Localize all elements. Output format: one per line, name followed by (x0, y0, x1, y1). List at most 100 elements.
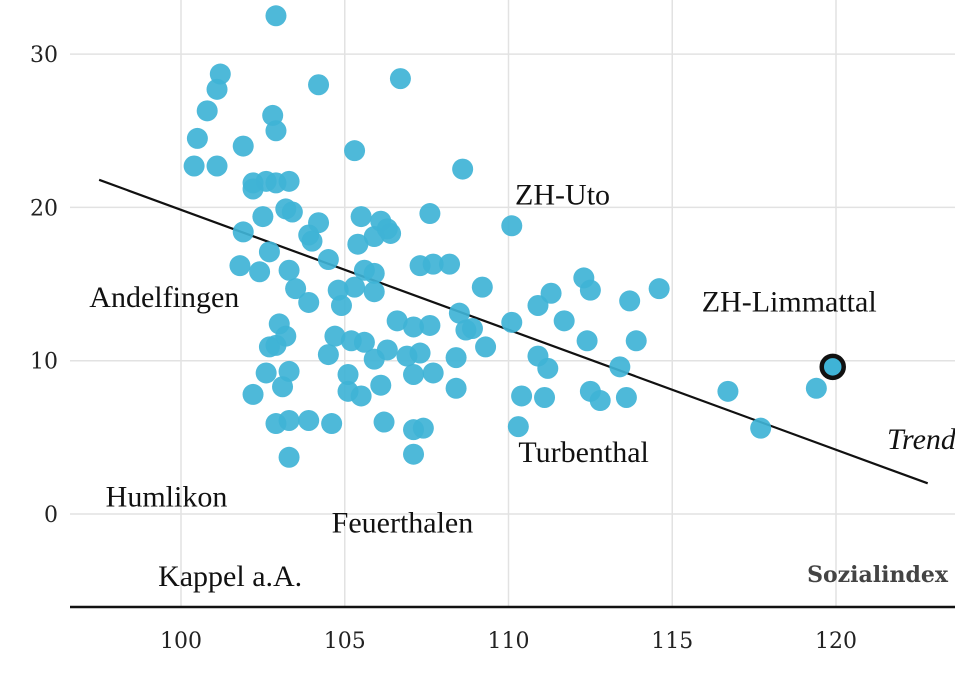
data-point-31 (419, 203, 441, 225)
data-point-83 (255, 362, 277, 384)
data-point-59 (540, 282, 562, 304)
x-tick-label-115: 115 (651, 629, 693, 654)
data-point-50 (386, 310, 408, 332)
data-point-36 (229, 255, 251, 277)
data-point-11 (183, 155, 205, 177)
data-point-92 (350, 385, 372, 407)
data-point-90 (242, 383, 264, 405)
data-point-23 (350, 206, 372, 228)
data-point-26 (380, 222, 402, 244)
data-point-64 (648, 278, 670, 300)
data-point-104 (278, 409, 300, 431)
data-point-38 (278, 259, 300, 281)
annotations: ZH-Uto Andelfingen ZH-Limmattal Turbenthal H… (89, 178, 876, 593)
data-point-98 (615, 386, 637, 408)
data-point-18 (278, 170, 300, 192)
annotation-feuerthalen: Feuerthalen (332, 506, 474, 539)
data-point-107 (373, 411, 395, 433)
data-point-13 (452, 158, 474, 180)
x-tick-label-105: 105 (324, 629, 366, 654)
data-point-2 (389, 68, 411, 90)
data-point-48 (298, 291, 320, 313)
data-point-20 (281, 201, 303, 223)
data-point-52 (419, 314, 441, 336)
data-point-10 (344, 140, 366, 162)
data-point-33 (232, 221, 254, 243)
annotation-humlikon: Humlikon (106, 480, 228, 513)
annotation-andelfingen: Andelfingen (89, 281, 239, 314)
data-point-29 (301, 230, 323, 252)
data-point-95 (534, 386, 556, 408)
data-point-56 (461, 318, 483, 340)
data-point-32 (501, 215, 523, 237)
highlight-group (819, 353, 846, 381)
data-point-85 (272, 376, 294, 398)
x-tick-label-120: 120 (815, 629, 857, 654)
y-tick-label-20: 20 (30, 196, 58, 221)
data-point-58 (527, 295, 549, 317)
data-point-65 (625, 330, 647, 352)
data-point-78 (475, 336, 497, 358)
data-point-89 (445, 377, 467, 399)
data-point-105 (298, 409, 320, 431)
tick-labels: 100 105 110 115 120 0 10 20 30 (30, 43, 857, 654)
data-point-106 (321, 413, 343, 435)
data-point-110 (403, 443, 425, 465)
trend-label: Trend (887, 423, 955, 456)
data-point-60 (553, 310, 575, 332)
data-point-0 (265, 5, 287, 27)
data-point-35 (317, 249, 339, 271)
highlight-point-zh-limmattal (819, 353, 846, 381)
data-point-63 (619, 290, 641, 312)
data-point-46 (344, 276, 366, 298)
data-point-112 (507, 416, 529, 438)
data-point-42 (422, 253, 444, 275)
data-point-100 (717, 380, 739, 402)
data-point-86 (337, 363, 359, 385)
y-tick-label-30: 30 (30, 43, 58, 68)
data-point-101 (805, 377, 827, 399)
data-point-21 (252, 206, 274, 228)
data-point-109 (412, 417, 434, 439)
data-point-66 (576, 330, 598, 352)
data-point-7 (265, 120, 287, 142)
data-point-77 (445, 347, 467, 369)
data-point-3 (308, 74, 330, 96)
data-point-93 (370, 374, 392, 396)
data-point-37 (249, 261, 271, 283)
data-point-76 (409, 342, 431, 364)
data-point-44 (285, 278, 307, 300)
data-point-102 (750, 417, 772, 439)
data-point-62 (579, 279, 601, 301)
data-point-27 (363, 226, 385, 248)
x-tick-label-100: 100 (160, 629, 202, 654)
data-point-40 (363, 262, 385, 284)
data-point-30 (347, 233, 369, 255)
data-point-70 (258, 336, 280, 358)
x-tick-label-110: 110 (488, 629, 530, 654)
data-point-47 (363, 281, 385, 303)
data-point-99 (609, 356, 631, 378)
data-point-55 (471, 276, 493, 298)
data-point-79 (317, 344, 339, 366)
data-point-82 (537, 357, 559, 379)
annotation-turbenthal: Turbenthal (518, 436, 649, 469)
annotation-kappel-a-a-: Kappel a.A. (158, 560, 302, 593)
data-point-88 (422, 362, 444, 384)
data-point-12 (206, 155, 228, 177)
data-point-43 (439, 253, 461, 275)
data-point-5 (196, 100, 218, 122)
data-point-97 (589, 390, 611, 412)
x-axis-label: Sozialindex (807, 562, 949, 588)
data-point-51 (403, 316, 425, 338)
data-points (183, 5, 827, 468)
data-point-8 (186, 127, 208, 149)
data-point-34 (258, 241, 280, 263)
y-tick-label-10: 10 (30, 350, 58, 375)
grid (70, 0, 955, 607)
annotation-zh-uto: ZH-Uto (515, 178, 610, 211)
data-point-80 (363, 348, 385, 370)
y-tick-label-0: 0 (44, 503, 58, 528)
data-point-94 (511, 385, 533, 407)
